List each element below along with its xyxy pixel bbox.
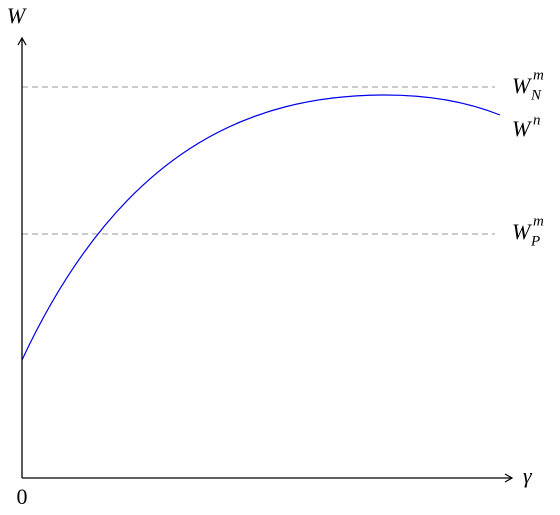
label-base: W xyxy=(512,73,532,98)
x-axis-label: γ xyxy=(523,463,533,488)
y-axis-label: W xyxy=(7,3,27,28)
label-sub: P xyxy=(530,233,540,249)
label-base: W xyxy=(512,219,532,244)
label-sub: N xyxy=(530,87,542,103)
label: W n xyxy=(512,112,541,141)
label-base: W xyxy=(512,116,532,141)
label-sup: n xyxy=(533,112,541,128)
label: W m P xyxy=(512,213,544,249)
label-sup: m xyxy=(533,67,544,83)
origin-label: 0 xyxy=(17,484,28,509)
label-sup: m xyxy=(533,213,544,229)
curve xyxy=(21,94,501,361)
label: W m N xyxy=(512,67,544,103)
